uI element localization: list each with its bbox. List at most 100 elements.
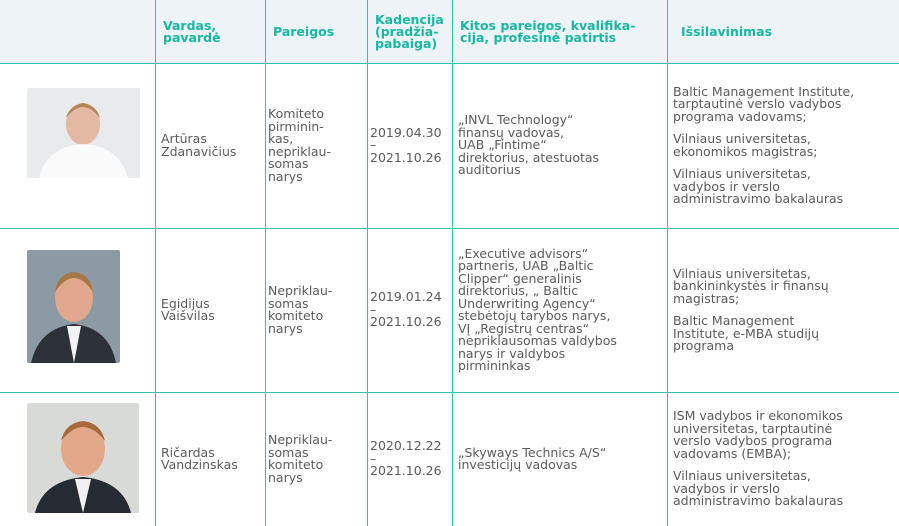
text-line: tarptautinė verslo vadybos — [673, 96, 842, 111]
text-line: Kadencija — [375, 11, 444, 27]
header-cell: Kitos pareigos, kvalifika-cija, profesin… — [452, 0, 667, 63]
text-line: Baltic Management — [673, 313, 795, 328]
text-line: narys — [268, 320, 303, 336]
text-line: – — [370, 301, 377, 317]
header-cell: Vardas, pavardė — [155, 0, 265, 63]
text-line: Pareigos — [273, 23, 335, 39]
text-line: finansų vadovas, — [458, 124, 564, 140]
text-line: 2021.10.26 — [370, 463, 442, 479]
text-line: Underwriting Agency“ — [458, 295, 596, 311]
text-line: Vilniaus universitetas, — [673, 131, 811, 146]
paragraph: Baltic Management Institute, e-MBA studij… — [673, 313, 894, 353]
text-line: 2019.01.24 — [370, 289, 442, 305]
text-line: universitetas, tarptautinė — [673, 420, 833, 436]
other-cell: „Executive advisors“ partneris, UAB „Balt… — [452, 228, 667, 392]
text-line: Clipper“ generalinis — [458, 270, 582, 286]
row-rule — [0, 228, 899, 229]
photo — [27, 250, 120, 363]
column-rule — [367, 0, 368, 526]
education-cell: ISM vadybos ir ekonomikos universitetas, … — [667, 392, 899, 526]
position-cell: Komiteto pirminin-kas, nepriklau-somas nary… — [265, 63, 367, 228]
header-cell: Išsilavinimas — [667, 0, 899, 63]
text-line: Nepriklau- — [268, 432, 333, 447]
other-cell: „INVL Technology“ finansų vadovas, UAB „Fi… — [452, 63, 667, 228]
column-rule — [155, 0, 156, 526]
text-line: somas — [268, 444, 309, 460]
text-line: Nepriklau- — [268, 283, 333, 298]
text-line: cija, profesinė patirtis — [460, 29, 617, 45]
paragraph: Vilniaus universitetas, ekonomikos magist… — [673, 131, 894, 159]
text-line: pavardė — [163, 29, 221, 45]
text-line: pabaiga) — [375, 35, 438, 51]
text-line: Baltic Management Institute, — [673, 83, 855, 99]
text-line: narys — [268, 168, 303, 184]
text-line: vadovams (EMBA); — [673, 445, 792, 461]
position-cell: Nepriklau-somas komiteto narys — [265, 392, 367, 526]
education-cell: Baltic Management Institute, tarptautinė … — [667, 63, 899, 228]
term-cell: 2020.12.22–2021.10.26 — [367, 392, 452, 526]
text-line: stebėtojų tarybos narys, — [458, 308, 611, 323]
text-line: pirmininkas — [458, 358, 531, 373]
education-cell: Vilniaus universitetas, bankininkystės ir… — [667, 228, 899, 392]
text-line: vadybos ir verslo — [673, 178, 780, 194]
photo — [27, 88, 140, 178]
photo — [27, 403, 139, 513]
text-line: 2020.12.22 — [370, 438, 442, 454]
text-line: Vardas, — [163, 17, 217, 33]
text-line: (pradžia- — [375, 23, 439, 39]
position-cell: Nepriklau-somas komiteto narys — [265, 228, 367, 392]
text-line: nepriklausomas valdybos — [458, 333, 617, 348]
text-line: direktorius, „ Baltic — [458, 283, 579, 298]
name-cell: Ričardas Vandzinskas — [155, 392, 265, 526]
text-line: pirminin- — [268, 118, 324, 134]
text-line: vadybos ir verslo — [673, 480, 780, 496]
text-line: „INVL Technology“ — [458, 112, 574, 128]
text-line: 2021.10.26 — [370, 149, 442, 165]
text-line: partneris, UAB „Baltic — [458, 258, 594, 273]
name-cell: Artūras Zdanavičius — [155, 63, 265, 228]
text-line: – — [370, 137, 377, 153]
row-rule — [0, 63, 899, 64]
paragraph: Vilniaus universitetas, bankininkystės ir… — [673, 265, 894, 306]
paragraph: Vilniaus universitetas, vadybos ir verslo… — [673, 470, 894, 508]
text-line: ISM vadybos ir ekonomikos — [673, 408, 843, 424]
text-line: Išsilavinimas — [681, 23, 773, 39]
column-rule — [265, 0, 266, 526]
text-line: Ričardas — [161, 444, 215, 460]
column-rule — [452, 0, 453, 526]
text-line: somas — [268, 295, 309, 311]
text-line: Vaišvilas — [161, 308, 215, 323]
text-line: direktorius, atestuotas — [458, 149, 600, 165]
text-line: bankininkystės ir finansų — [673, 278, 829, 293]
text-line: komiteto — [268, 457, 324, 472]
text-line: Vilniaus universitetas, — [673, 166, 811, 181]
text-line: nepriklau- — [268, 143, 331, 159]
text-line: magistras; — [673, 290, 740, 306]
text-line: narys ir valdybos — [458, 345, 566, 361]
text-line: Kitos pareigos, kvalifika- — [460, 17, 636, 33]
paragraph: Baltic Management Institute, tarptautinė … — [673, 83, 894, 124]
text-line: 2021.10.26 — [370, 314, 442, 330]
text-line: Vilniaus universitetas, — [673, 265, 811, 281]
column-rule — [667, 0, 668, 526]
text-line: investicijų vadovas — [458, 457, 578, 472]
text-line: administravimo bakalauras — [673, 493, 844, 509]
row-rule — [0, 392, 899, 393]
other-cell: „Skyways Technics A/S“ investicijų vadova… — [452, 392, 667, 526]
text-line: kas, — [268, 131, 294, 146]
text-line: Vilniaus universitetas, — [673, 468, 811, 484]
text-line: „Skyways Technics A/S“ — [458, 444, 607, 460]
text-line: UAB „Fintime“ — [458, 137, 547, 153]
text-line: Artūras — [161, 131, 207, 146]
header-cell: Kadencija (pradžia-pabaiga) — [367, 0, 452, 63]
text-line: Vandzinskas — [161, 457, 238, 472]
text-line: programa vadovams; — [673, 108, 807, 124]
text-line: ekonomikos magistras; — [673, 143, 818, 159]
text-line: narys — [268, 469, 303, 485]
text-line: somas — [268, 156, 309, 171]
text-line: Institute, e-MBA studijų — [673, 325, 820, 341]
paragraph: Vilniaus universitetas, vadybos ir verslo… — [673, 166, 894, 206]
text-line: „Executive advisors“ — [458, 245, 589, 261]
paragraph: ISM vadybos ir ekonomikos universitetas, … — [673, 410, 894, 460]
